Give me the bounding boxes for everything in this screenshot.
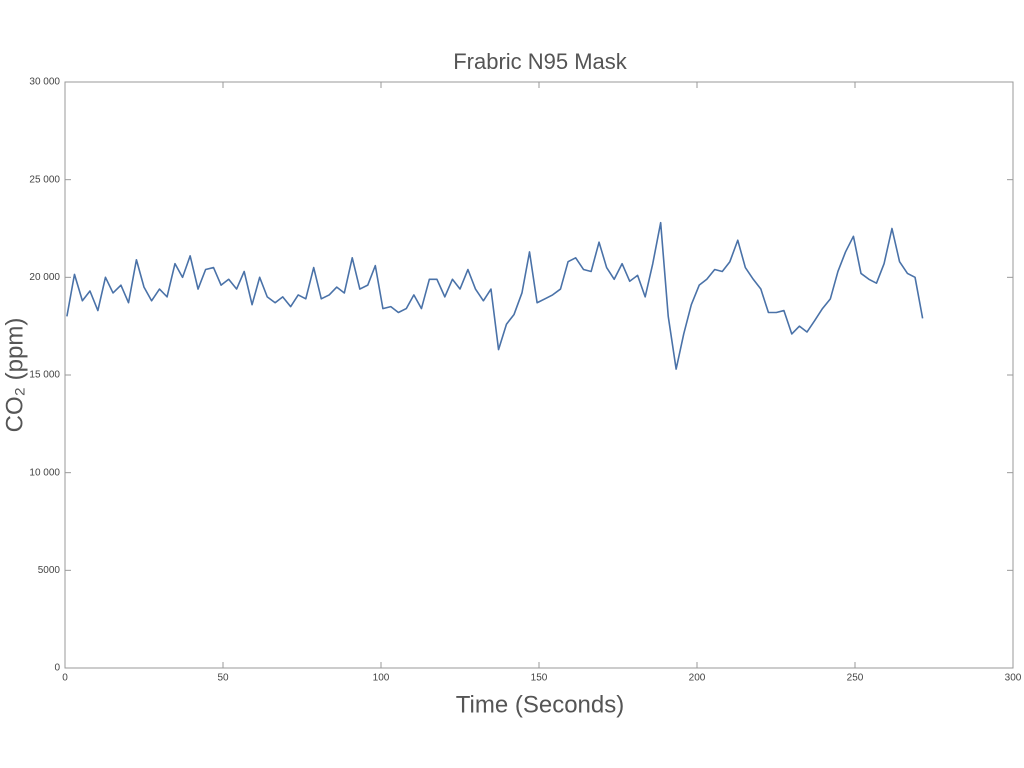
- x-tick-label: 0: [62, 673, 68, 684]
- chart-title: Frabric N95 Mask: [453, 49, 628, 74]
- x-tick-label: 300: [1005, 673, 1022, 684]
- y-axis-label: CO₂ (ppm): [1, 318, 28, 433]
- y-tick-label: 30 000: [29, 77, 60, 88]
- y-tick-label: 10 000: [29, 467, 60, 478]
- y-tick-label: 15 000: [29, 370, 60, 381]
- data-line: [66, 221, 924, 370]
- x-tick-label: 50: [217, 673, 229, 684]
- y-tick-label: 0: [54, 663, 60, 674]
- y-tick-label: 25 000: [29, 174, 60, 185]
- x-tick-label: 100: [373, 673, 390, 684]
- plot-frame: [64, 81, 1014, 669]
- x-tick-label: 200: [689, 673, 706, 684]
- y-tick-label: 5000: [38, 565, 61, 576]
- x-axis-label: Time (Seconds): [456, 691, 625, 718]
- x-tick-label: 250: [847, 673, 864, 684]
- y-tick-label: 20 000: [29, 272, 60, 283]
- x-tick-label: 150: [531, 673, 548, 684]
